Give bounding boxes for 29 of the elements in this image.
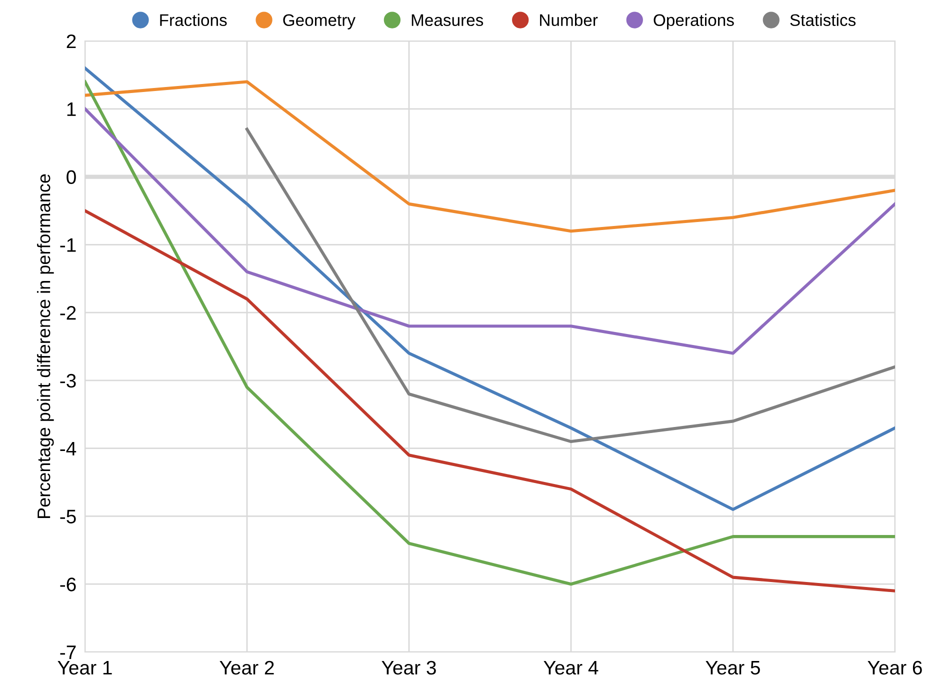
y-tick-label: 1 bbox=[67, 102, 76, 116]
y-tick-label: -2 bbox=[60, 306, 76, 320]
line-series bbox=[85, 107, 895, 355]
legend-label: Fractions bbox=[160, 14, 227, 26]
line-series bbox=[85, 80, 895, 586]
y-tick-label: -6 bbox=[60, 578, 76, 592]
x-tick-label: Year 1 bbox=[58, 661, 112, 675]
legend-label: Measures bbox=[412, 14, 484, 26]
line-series bbox=[245, 128, 895, 444]
y-axis-title: Percentage point difference in performance bbox=[36, 174, 54, 518]
x-tick-label: Year 2 bbox=[220, 660, 274, 675]
x-tick-label: Year 3 bbox=[382, 660, 436, 675]
line-series bbox=[85, 66, 895, 511]
line-series bbox=[85, 209, 895, 592]
y-tick-label: -1 bbox=[60, 238, 76, 252]
x-tick-label: Year 4 bbox=[544, 661, 598, 675]
y-tick-label: -4 bbox=[60, 442, 76, 456]
y-tick-label: -3 bbox=[60, 374, 76, 388]
y-tick-label: 0 bbox=[66, 170, 76, 184]
y-tick-label: 2 bbox=[66, 34, 76, 48]
x-tick-label: Year 6 bbox=[868, 660, 922, 675]
legend-label: Statistics bbox=[790, 14, 856, 26]
y-tick-label: -7 bbox=[60, 646, 76, 660]
legend-label: Geometry bbox=[283, 14, 356, 30]
y-tick-label: -5 bbox=[60, 510, 76, 524]
legend-label: Operations bbox=[654, 14, 734, 30]
legend-label: Number bbox=[540, 14, 598, 26]
x-tick-label: Year 5 bbox=[706, 661, 760, 675]
line-series bbox=[85, 80, 895, 233]
